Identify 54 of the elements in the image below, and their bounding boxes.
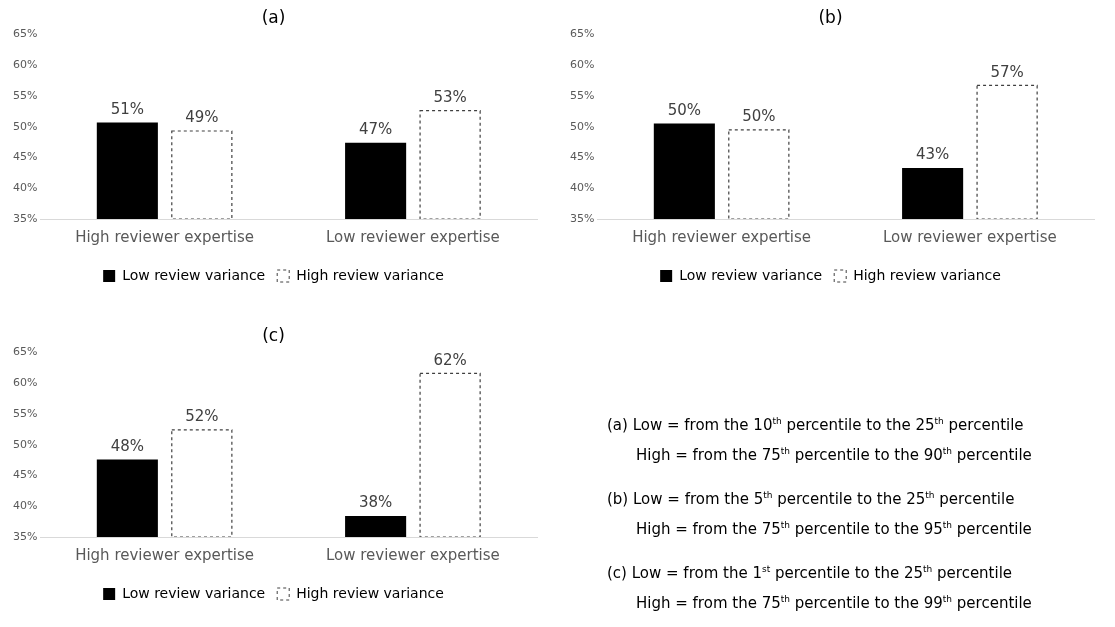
y-tick-label: 50% <box>13 119 38 133</box>
y-tick-label: 45% <box>13 150 38 164</box>
y-tick-label: 40% <box>13 499 38 513</box>
y-tick-label: 60% <box>570 58 595 72</box>
x-tick-label: High reviewer expertise <box>75 545 255 564</box>
data-label: 50% <box>742 107 776 126</box>
x-tick-label: Low reviewer expertise <box>325 545 500 564</box>
text: (a) Low = from the 10$^{th}$ percentile to the 25$^{th}$ percentile <box>607 415 1025 436</box>
text: (c) Low = from the 1$^{st}$ percentile to the 25$^{th}$ percentile <box>607 563 1014 584</box>
x-tick-label: High reviewer expertise <box>75 227 255 246</box>
x-tick-label: High reviewer expertise <box>632 227 812 246</box>
data-label: 51% <box>110 99 145 118</box>
y-tick-label: 45% <box>13 468 38 482</box>
legend-label: High review variance <box>853 266 1001 283</box>
y-tick-label: 50% <box>570 119 595 133</box>
y-tick-label: 35% <box>13 529 38 543</box>
x-tick-label: Low reviewer expertise <box>882 227 1057 246</box>
legend-label: Low review variance <box>679 266 823 283</box>
text: High = from the 75$^{th}$ percentile to the 95$^{th}$ percentile <box>635 519 1033 540</box>
y-tick-label: 55% <box>13 88 38 102</box>
y-tick-label: 35% <box>13 211 38 225</box>
data-label: 52% <box>185 407 219 426</box>
y-tick-label: 65% <box>13 27 38 41</box>
data-label: 38% <box>358 493 393 512</box>
data-label: 49% <box>185 108 219 127</box>
y-tick-label: 65% <box>570 27 595 41</box>
data-label: 62% <box>433 350 467 369</box>
chart-title: (a) <box>261 6 286 27</box>
text: (b) Low = from the 5$^{th}$ percentile to the 25$^{th}$ percentile <box>607 489 1016 510</box>
data-label: 53% <box>433 88 467 107</box>
y-tick-label: 55% <box>570 88 595 102</box>
data-label: 43% <box>915 145 950 164</box>
y-tick-label: 40% <box>570 181 595 195</box>
chart-title: (b) <box>818 6 843 27</box>
legend-label: Low review variance <box>122 584 266 601</box>
legend-label: High review variance <box>296 266 444 283</box>
text: High = from the 75$^{th}$ percentile to the 90$^{th}$ percentile <box>635 445 1033 466</box>
x-tick-label: Low reviewer expertise <box>325 227 500 246</box>
y-tick-label: 50% <box>13 437 38 451</box>
data-label: 48% <box>110 436 145 455</box>
data-label: 47% <box>358 120 393 139</box>
y-tick-label: 45% <box>570 150 595 164</box>
y-tick-label: 40% <box>13 181 38 195</box>
y-tick-label: 60% <box>13 376 38 390</box>
text: High = from the 75$^{th}$ percentile to the 99$^{th}$ percentile <box>635 593 1033 614</box>
y-tick-label: 60% <box>13 58 38 72</box>
y-tick-label: 55% <box>13 406 38 420</box>
legend-label: Low review variance <box>122 266 266 283</box>
data-label: 57% <box>990 62 1024 81</box>
y-tick-label: 35% <box>570 211 595 225</box>
data-label: 50% <box>667 101 702 120</box>
legend-label: High review variance <box>296 584 444 601</box>
y-tick-label: 65% <box>13 345 38 359</box>
chart-title: (c) <box>262 324 285 345</box>
